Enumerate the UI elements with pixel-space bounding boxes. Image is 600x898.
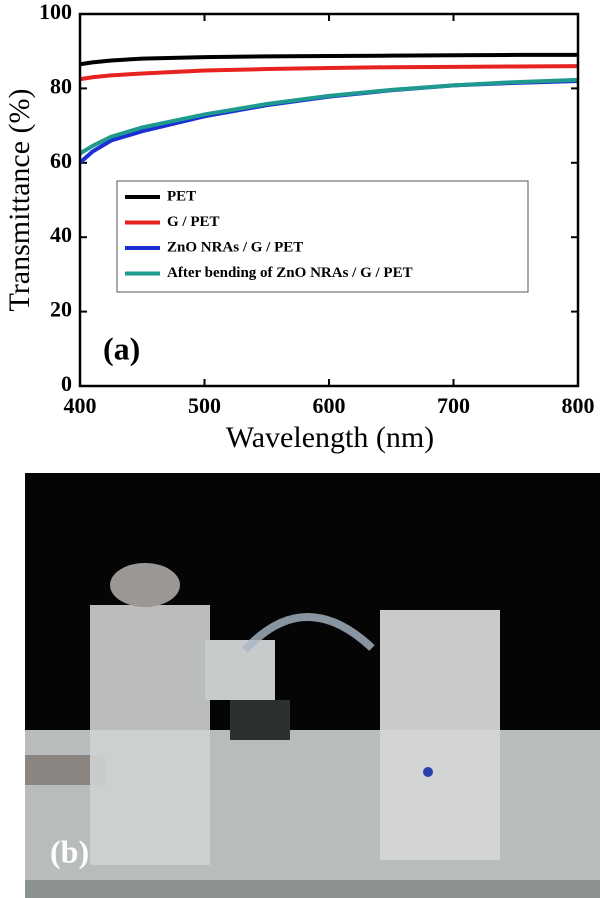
y-tick-label: 40 [50, 222, 72, 247]
panel-label: (b) [50, 833, 89, 869]
bottom-shadow [25, 880, 600, 898]
x-axis-label: Wavelength (nm) [226, 421, 434, 454]
bolt-head [110, 563, 180, 607]
left-clamp [90, 605, 210, 865]
left-clamp-arm [205, 640, 275, 700]
y-tick-label: 100 [39, 0, 72, 24]
y-tick-label: 80 [50, 73, 72, 98]
legend-label: PET [167, 188, 196, 204]
bent-film [242, 613, 375, 653]
series-line [78, 78, 579, 165]
x-tick-label: 700 [437, 393, 470, 418]
legend-label: After bending of ZnO NRAs / G / PET [167, 265, 413, 281]
right-clamp [380, 610, 500, 860]
series-line [78, 77, 579, 156]
plot-frame [78, 12, 580, 388]
y-tick-label: 20 [50, 297, 72, 322]
gap-shadow [230, 700, 290, 740]
x-tick-label: 800 [562, 393, 595, 418]
blue-dot [423, 767, 433, 777]
x-tick-label: 600 [313, 393, 346, 418]
series-line [79, 52, 578, 67]
y-tick-label: 0 [61, 371, 72, 396]
legend-label: G / PET [167, 214, 220, 230]
photo: (b) [25, 473, 600, 898]
series-line [79, 64, 579, 82]
legend-box [116, 180, 529, 293]
y-axis-label: Transmittance (%) [3, 88, 36, 311]
legend-label: ZnO NRAs / G / PET [167, 239, 303, 255]
x-tick-label: 400 [64, 393, 97, 418]
y-tick-label: 60 [50, 148, 72, 173]
panel-label: (a) [103, 330, 140, 366]
x-tick-label: 500 [188, 393, 221, 418]
